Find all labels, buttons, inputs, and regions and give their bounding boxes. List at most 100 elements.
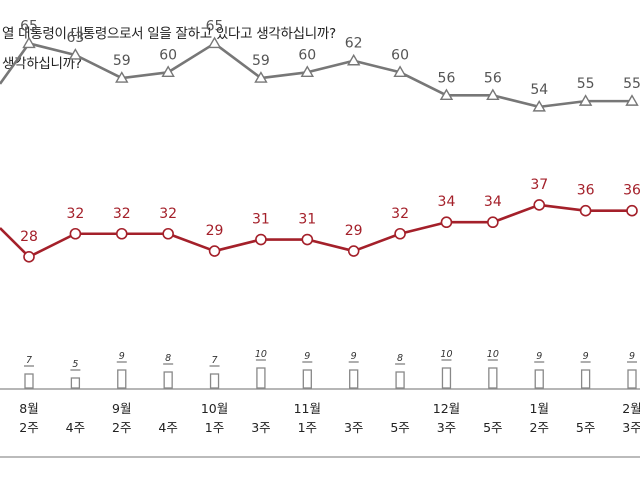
lower-point-8 (394, 227, 406, 240)
question-line-1: 열 대통령이 대통령으로서 일을 잘하고 있다고 생각하십니까? (2, 26, 336, 42)
upper-series-label-8: 60 (391, 47, 409, 63)
bar-label-9: 10 (440, 349, 452, 360)
upper-series-label-12: 55 (577, 76, 595, 92)
bar-4 (209, 373, 220, 389)
tick-month-11: 1월 (530, 401, 549, 416)
upper-point-6 (300, 65, 315, 77)
bar-label-5: 10 (255, 349, 267, 360)
upper-point-5 (254, 71, 268, 83)
upper-point-10 (486, 88, 500, 101)
bar-label-6: 9 (304, 351, 310, 362)
upper-series-label-0: 65 (20, 18, 38, 34)
bar-5 (256, 367, 266, 389)
tick-month-4: 10월 (201, 401, 228, 416)
bar-3 (163, 371, 173, 389)
upper-series-label-13: 55 (623, 76, 640, 92)
lower-point-9 (440, 216, 453, 229)
lower-point-1 (69, 227, 82, 240)
upper-series-label-10: 56 (484, 70, 502, 86)
tick-week-0: 2주 (19, 420, 38, 435)
lower-series-label-7: 29 (345, 223, 363, 239)
tick-week-13: 3주 (622, 420, 640, 435)
upper-point-3 (161, 65, 175, 77)
lower-point-11 (533, 199, 546, 211)
lower-series-label-0: 28 (20, 229, 38, 245)
bar-label-1: 5 (72, 359, 78, 370)
bar-label-4: 7 (212, 355, 218, 366)
tick-month-6: 11월 (294, 401, 321, 416)
lower-series-label-8: 32 (391, 206, 409, 222)
bar-12 (580, 369, 591, 389)
bar-label-10: 10 (487, 349, 499, 360)
upper-series-label-6: 60 (298, 47, 316, 63)
upper-series-label-4: 65 (206, 18, 224, 34)
bar-8 (395, 371, 405, 389)
lower-point-7 (347, 245, 360, 257)
tick-week-8: 5주 (390, 420, 409, 435)
lower-series-label-3: 32 (159, 206, 177, 222)
upper-point-9 (439, 88, 454, 101)
upper-series-label-2: 59 (113, 53, 131, 69)
bar-label-8: 8 (397, 353, 403, 364)
upper-series-label-7: 62 (345, 36, 363, 52)
question-line-2: 생각하십니까? (2, 56, 82, 72)
lower-point-2 (115, 227, 128, 240)
tick-week-5: 3주 (251, 420, 270, 435)
lower-point-0 (23, 251, 35, 263)
upper-point-11 (532, 99, 546, 112)
bottom-divider (0, 456, 640, 458)
lower-series-label-1: 32 (66, 206, 84, 222)
upper-point-4 (207, 36, 222, 49)
bar-1 (70, 377, 81, 389)
bar-6 (302, 369, 312, 389)
upper-point-7 (346, 53, 361, 66)
bar-13 (627, 369, 637, 389)
lower-point-10 (487, 216, 499, 229)
tick-week-9: 3주 (437, 420, 456, 435)
lower-series-label-12: 36 (577, 183, 595, 199)
lower-point-5 (255, 233, 267, 246)
tick-month-0: 8월 (19, 401, 38, 416)
bar-10 (488, 367, 498, 389)
lower-series-label-13: 36 (623, 183, 640, 199)
lower-series-label-10: 34 (484, 194, 502, 210)
bar-label-13: 9 (629, 351, 635, 362)
upper-point-1 (68, 48, 83, 60)
upper-point-2 (115, 71, 129, 83)
upper-series-label-1: 63 (66, 30, 84, 46)
tick-month-9: 12월 (433, 401, 460, 416)
tick-month-2: 9월 (112, 401, 131, 416)
upper-point-8 (393, 65, 407, 77)
bar-label-12: 9 (583, 351, 589, 362)
tick-week-12: 5주 (576, 420, 595, 435)
bar-label-11: 9 (536, 351, 542, 362)
upper-series-label-9: 56 (438, 70, 456, 86)
bar-label-7: 9 (351, 351, 357, 362)
tick-month-13: 2월 (622, 401, 640, 416)
tick-week-11: 2주 (530, 420, 549, 435)
lower-series-label-9: 34 (438, 194, 456, 210)
tick-week-2: 2주 (112, 420, 131, 435)
bar-label-0: 7 (26, 355, 32, 366)
bar-label-3: 8 (165, 353, 171, 364)
tick-week-7: 3주 (344, 420, 363, 435)
lower-point-3 (162, 227, 174, 240)
lower-point-6 (301, 233, 314, 246)
lower-point-13 (626, 204, 638, 217)
lower-series-label-2: 32 (113, 206, 131, 222)
upper-series-label-11: 54 (530, 82, 548, 98)
lower-series-label-11: 37 (530, 177, 548, 193)
lower-series-label-5: 31 (252, 212, 270, 228)
lower-point-12 (579, 204, 592, 217)
tick-week-1: 4주 (66, 420, 85, 435)
bar-9 (441, 367, 452, 389)
bar-11 (534, 369, 544, 389)
upper-point-13 (625, 94, 639, 106)
lower-series-label-6: 31 (298, 212, 316, 228)
tick-week-10: 5주 (483, 420, 502, 435)
upper-series-label-3: 60 (159, 47, 177, 63)
bar-0 (24, 373, 34, 389)
bar-7 (349, 369, 359, 389)
tick-week-4: 1주 (205, 420, 224, 435)
